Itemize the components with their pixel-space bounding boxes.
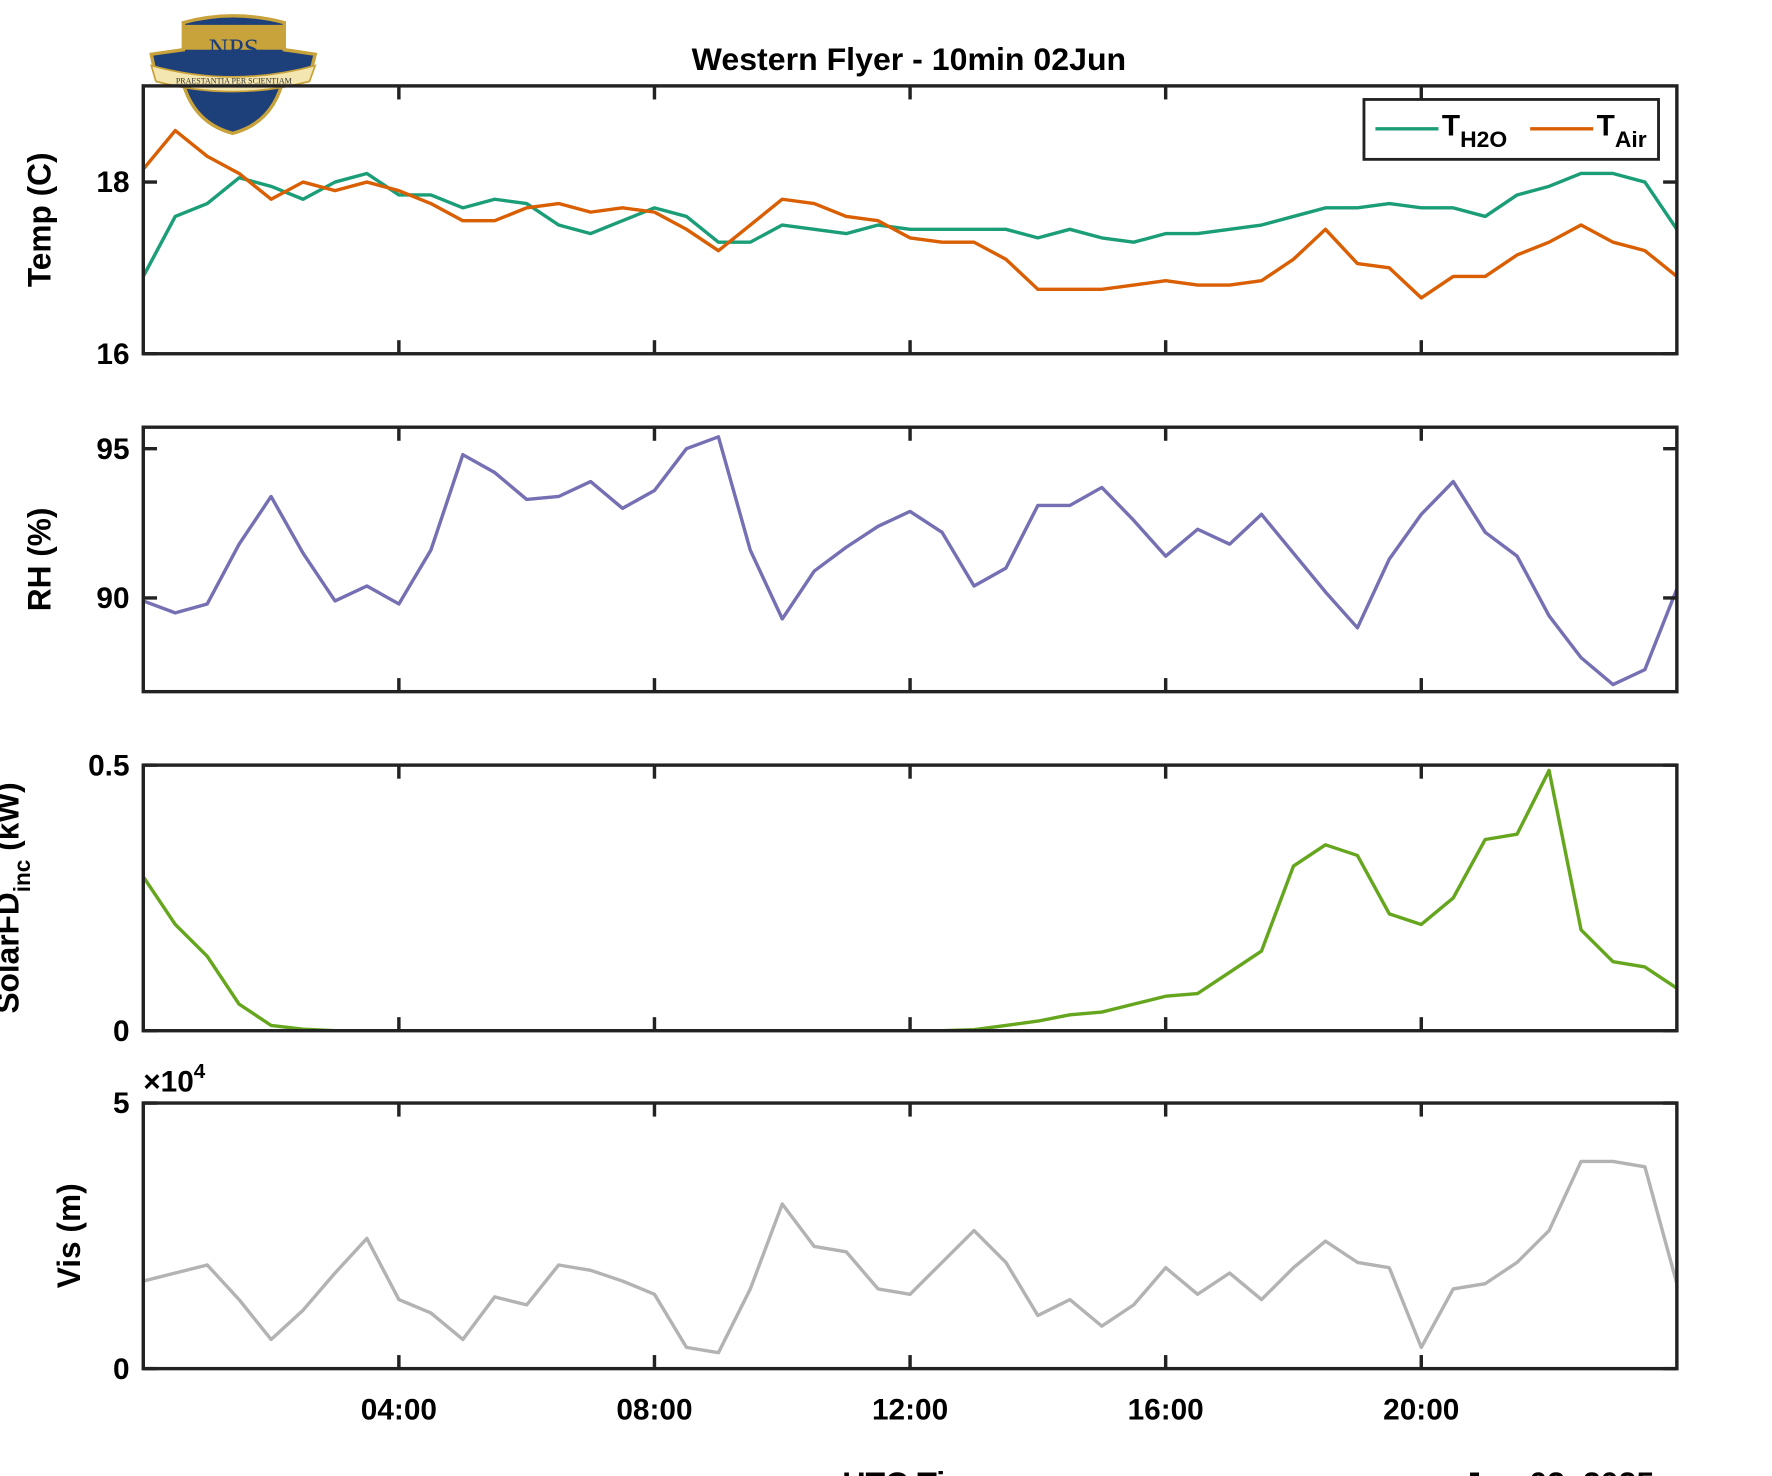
x-tick-label: 04:00 (361, 1394, 437, 1427)
logo-motto: PRAESTANTIA PER SCIENTIAM (176, 77, 292, 86)
data-line (143, 435, 1677, 687)
legend-name-sub: H2O (1460, 126, 1507, 152)
y-tick-label: 16 (96, 338, 129, 371)
y-exponent-power: 4 (194, 1060, 206, 1083)
y-tick-label: 0 (113, 1353, 130, 1386)
y-axis-label-sub: inc (9, 860, 35, 893)
x-tick-label: 08:00 (616, 1394, 692, 1427)
plot-area (143, 1159, 1677, 1355)
data-line (143, 1159, 1677, 1355)
data-line (143, 128, 1677, 300)
y-axis-label: RH (%) (21, 508, 57, 612)
y-axis-label: Temp (C) (21, 152, 57, 287)
legend-name: T (1597, 110, 1615, 143)
y-axis-label: Vis (m) (51, 1183, 87, 1288)
logo-text: NPS (209, 34, 259, 64)
x-axis-label: UTC Time (842, 1465, 991, 1476)
plot-area (143, 768, 1677, 1031)
data-line (143, 768, 1677, 1031)
y-tick-label: 95 (96, 433, 129, 466)
y-axis-label: SolarFDinc (kW) (0, 782, 35, 1013)
y-exponent: ×104 (143, 1060, 206, 1098)
y-axis-label-text: Temp (C) (21, 152, 57, 287)
legend-name-sub: Air (1615, 126, 1647, 152)
y-tick-label: 90 (96, 582, 129, 615)
x-axis-date: Jun 02, 2025 (1463, 1465, 1654, 1476)
plot-area (143, 435, 1677, 687)
legend-label: TAir (1597, 110, 1647, 152)
y-tick-label: 18 (96, 166, 129, 199)
x-tick-label: 12:00 (872, 1394, 948, 1427)
axes-frame (141, 763, 1679, 1033)
x-tick-label: 20:00 (1383, 1394, 1459, 1427)
y-tick-label: 0.5 (88, 749, 129, 782)
logo-band (183, 24, 285, 50)
data-line (143, 171, 1677, 278)
y-axis-label-text: SolarFD (0, 892, 25, 1013)
y-exponent-base: ×10 (143, 1066, 194, 1099)
axes-frame (141, 425, 1679, 694)
chart-title: Western Flyer - 10min 02Jun (692, 41, 1126, 77)
legend-name: T (1442, 110, 1460, 143)
y-axis-label-text: Vis (m) (51, 1183, 87, 1288)
y-tick-label: 0 (113, 1015, 130, 1048)
y-tick-label: 5 (113, 1087, 130, 1120)
plot-area (143, 128, 1677, 300)
axes-frame (141, 1101, 1679, 1371)
x-tick-label: 16:00 (1128, 1394, 1204, 1427)
logo: NPS PRAESTANTIA PER SCIENTIAM (149, 14, 318, 136)
y-axis-label-text: RH (%) (21, 508, 57, 612)
y-axis-label-unit: (kW) (0, 782, 25, 859)
legend-label: TH2O (1442, 110, 1507, 152)
